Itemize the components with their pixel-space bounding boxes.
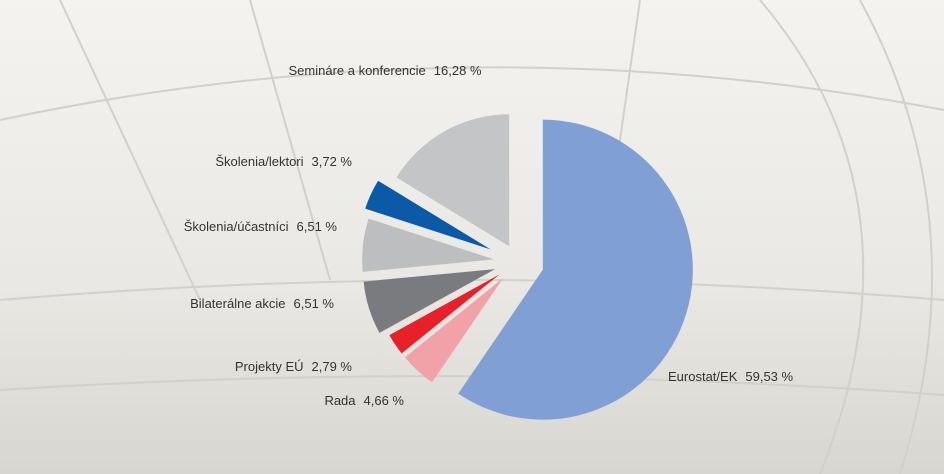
slice-category: Školenia/účastníci [184,219,289,234]
slice-label: Semináre a konferencie 16,28 % [288,63,481,78]
pie: Eurostat/EK 59,53 % Rada 4,66 % Projekty EÚ 2… [184,63,794,420]
slice-category: Projekty EÚ [235,359,304,374]
pie-slice [396,114,510,247]
pie-slice [389,274,500,354]
slice-value-label: 16,28 % [434,63,482,78]
slice-category: Eurostat/EK [668,369,738,384]
slice-value-label: 4,66 % [364,393,405,408]
slice-value-label: 2,79 % [312,359,353,374]
slice-label: Bilaterálne akcie 6,51 % [190,296,334,311]
pie-slice [405,278,504,383]
pie-slice [362,218,495,272]
pie-slice [363,269,496,333]
slice-label: Školenia/účastníci 6,51 % [184,219,338,234]
slice-category: Rada [324,393,356,408]
slice-category: Školenia/lektori [215,154,303,169]
slice-label: Projekty EÚ 2,79 % [235,359,353,374]
slice-value-label: 6,51 % [294,296,335,311]
slice-category: Bilaterálne akcie [190,296,285,311]
pie-slice [365,180,491,250]
slice-category: Semináre a konferencie [288,63,425,78]
slice-label: Školenia/lektori 3,72 % [215,154,352,169]
slice-value-label: 59,53 % [745,369,793,384]
slice-value-label: 6,51 % [297,219,338,234]
slice-value-label: 3,72 % [312,154,353,169]
slice-label: Rada 4,66 % [324,393,404,408]
pie-slice [458,119,693,420]
slice-label: Eurostat/EK 59,53 % [668,369,794,384]
